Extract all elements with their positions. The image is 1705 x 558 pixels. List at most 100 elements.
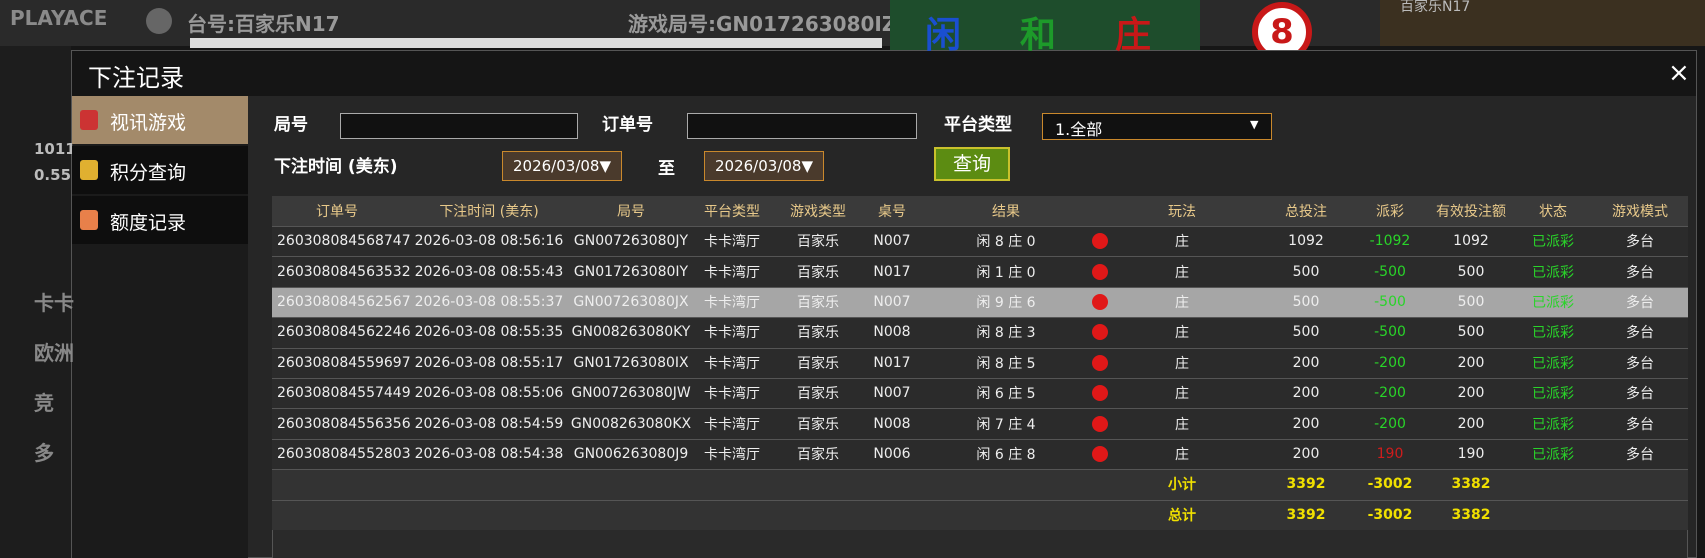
table-cell: 已派彩 bbox=[1532, 295, 1574, 311]
round-input[interactable] bbox=[340, 113, 578, 139]
table-cell: 200 bbox=[1457, 415, 1485, 432]
play-icon[interactable] bbox=[1092, 415, 1108, 432]
table-cell: 2026-03-08 08:54:38 bbox=[414, 446, 564, 462]
table-cell: N017 bbox=[873, 263, 911, 280]
column-header: 下注时间 (美东) bbox=[439, 204, 539, 220]
tab[interactable] bbox=[72, 146, 248, 194]
table-cell: N017 bbox=[873, 354, 911, 371]
play-icon[interactable] bbox=[1092, 354, 1108, 371]
table-cell: 卡卡湾厅 bbox=[704, 264, 760, 281]
table-number: 台号:百家乐N17 bbox=[187, 12, 340, 36]
table-cell: GN007263080JY bbox=[573, 233, 689, 250]
table-cell: 260308084562567 bbox=[277, 294, 411, 310]
table-cell: 260308084568747 bbox=[277, 233, 411, 250]
column-header: 状态 bbox=[1539, 204, 1567, 220]
table-row bbox=[272, 347, 1688, 378]
table-cell: 已派彩 bbox=[1532, 447, 1574, 463]
table-row bbox=[272, 317, 1688, 348]
summary-label: 总计 bbox=[1168, 507, 1196, 524]
table-cell: 190 bbox=[1376, 446, 1404, 462]
table-cell: 卡卡湾厅 bbox=[704, 447, 760, 463]
table-cell: GN017263080IX bbox=[573, 354, 689, 371]
table-cell: 卡卡湾厅 bbox=[704, 416, 760, 433]
table-cell: 已派彩 bbox=[1532, 386, 1574, 403]
query-button[interactable]: 查询 bbox=[934, 147, 1010, 181]
table-cell: GN008263080KX bbox=[570, 415, 692, 432]
table-cell: GN017263080IY bbox=[573, 263, 689, 280]
table-cell: GN007263080JW bbox=[571, 385, 691, 402]
logo: PLAYACE bbox=[10, 6, 108, 30]
close-button[interactable]: × bbox=[1668, 58, 1690, 88]
table-cell: 2026-03-08 08:56:16 bbox=[414, 233, 564, 250]
column-header: 结果 bbox=[992, 204, 1020, 220]
table-cell: 闲 8 庄 3 bbox=[976, 325, 1036, 342]
left-panel bbox=[0, 46, 71, 558]
order-input[interactable] bbox=[687, 113, 917, 139]
play-icon[interactable] bbox=[1092, 446, 1108, 462]
tab[interactable] bbox=[72, 196, 248, 244]
table-cell: 多台 bbox=[1626, 264, 1654, 281]
summary-total-bet: 3392 bbox=[1286, 506, 1326, 523]
date-to[interactable]: 2026/03/08▼ bbox=[704, 151, 824, 181]
table-cell: 庄 bbox=[1175, 234, 1189, 251]
select-caret: ▼ bbox=[1250, 118, 1259, 131]
table-cell: 已派彩 bbox=[1532, 325, 1574, 342]
summary-valid-bet: 3382 bbox=[1451, 476, 1491, 493]
table-cell: 2026-03-08 08:55:35 bbox=[414, 324, 564, 341]
table-cell: 2026-03-08 08:55:37 bbox=[414, 294, 564, 310]
table-cell: 已派彩 bbox=[1532, 264, 1574, 281]
table-cell: 百家乐 bbox=[797, 234, 839, 251]
table-cell: 卡卡湾厅 bbox=[704, 234, 760, 251]
play-icon[interactable] bbox=[1092, 233, 1108, 250]
table-cell: 卡卡湾厅 bbox=[704, 386, 760, 403]
video-panel bbox=[1380, 0, 1705, 46]
column-header: 总投注 bbox=[1285, 204, 1327, 220]
table-cell: 2026-03-08 08:55:06 bbox=[414, 385, 564, 402]
table-cell: 1092 bbox=[1453, 233, 1489, 250]
play-icon[interactable] bbox=[1092, 263, 1108, 280]
summary-row bbox=[272, 469, 1688, 500]
modal-title-bar bbox=[72, 51, 1696, 96]
tab-icon bbox=[80, 210, 98, 230]
table-cell: 庄 bbox=[1175, 295, 1189, 311]
table-header bbox=[272, 196, 1688, 226]
round-label: 局号 bbox=[274, 115, 308, 135]
table-cell: 百家乐 bbox=[797, 325, 839, 342]
column-header: 派彩 bbox=[1376, 204, 1404, 220]
summary-payout: -3002 bbox=[1367, 506, 1413, 523]
table-cell: GN007263080JX bbox=[573, 294, 689, 310]
video-label: 百家乐N17 bbox=[1400, 0, 1471, 15]
table-cell: 200 bbox=[1292, 354, 1320, 371]
play-icon[interactable] bbox=[1092, 324, 1108, 341]
table-cell: 260308084559697 bbox=[277, 354, 411, 371]
tab[interactable] bbox=[72, 96, 248, 144]
table-cell: N008 bbox=[873, 324, 911, 341]
table-cell: 200 bbox=[1457, 354, 1485, 371]
table-cell: 200 bbox=[1292, 446, 1320, 462]
table-cell: 多台 bbox=[1626, 355, 1654, 372]
table-cell: 庄 bbox=[1175, 447, 1189, 463]
play-icon[interactable] bbox=[1092, 294, 1108, 310]
balance: 0.55 bbox=[34, 166, 72, 184]
table-cell: 庄 bbox=[1175, 264, 1189, 281]
table-cell: 500 bbox=[1457, 324, 1485, 341]
tab-icon bbox=[80, 110, 98, 130]
table-cell: 闲 6 庄 8 bbox=[976, 447, 1036, 463]
play-icon[interactable] bbox=[1092, 385, 1108, 402]
table-cell: 多台 bbox=[1626, 386, 1654, 403]
column-header: 有效投注额 bbox=[1436, 204, 1506, 220]
summary-row bbox=[272, 499, 1688, 530]
table-cell: 已派彩 bbox=[1532, 416, 1574, 433]
platform-select[interactable]: 1.全部 bbox=[1042, 113, 1272, 140]
modal-title: 下注记录 bbox=[88, 64, 184, 92]
table-cell: 闲 7 庄 4 bbox=[976, 416, 1036, 433]
menu-item: 竞 bbox=[34, 391, 54, 415]
table-cell: -500 bbox=[1374, 324, 1406, 341]
table-cell: 百家乐 bbox=[797, 295, 839, 311]
table-cell: 闲 6 庄 5 bbox=[976, 386, 1036, 403]
table-cell: 卡卡湾厅 bbox=[704, 295, 760, 311]
date-from[interactable]: 2026/03/08▼ bbox=[502, 151, 622, 181]
table-cell: 多台 bbox=[1626, 325, 1654, 342]
